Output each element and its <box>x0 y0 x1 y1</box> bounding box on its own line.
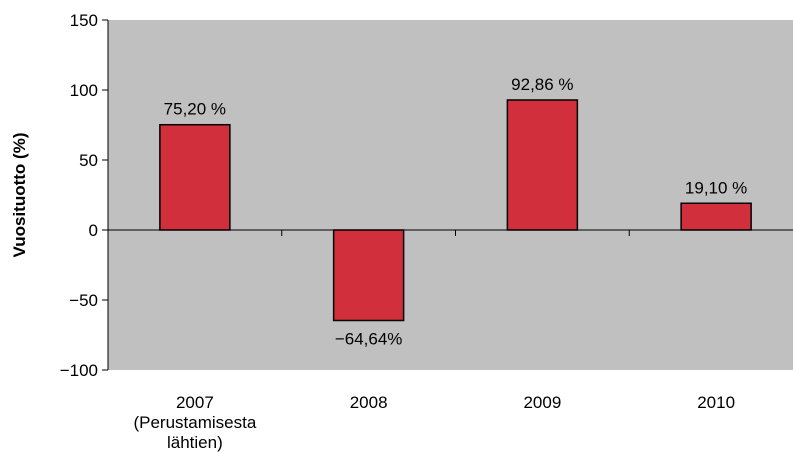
data-label: 92,86 % <box>511 75 573 94</box>
bar <box>680 202 752 231</box>
data-label: 19,10 % <box>685 178 747 197</box>
y-tick-label: 50 <box>79 151 98 170</box>
bar <box>159 123 231 231</box>
y-axis-title: Vuosituotto (%) <box>10 133 29 258</box>
x-tick-label: 2010 <box>697 393 735 412</box>
data-label: 75,20 % <box>164 100 226 119</box>
y-tick-label: 150 <box>70 11 98 30</box>
y-tick-label: 100 <box>70 81 98 100</box>
y-tick-label: −50 <box>69 291 98 310</box>
x-tick-label: 2008 <box>350 393 388 412</box>
y-tick-label: 0 <box>89 221 98 240</box>
bars <box>159 99 752 322</box>
bar <box>506 99 579 231</box>
y-axis-ticks: 150 100 50 0 −50 −100 <box>60 11 630 380</box>
bar <box>332 229 405 322</box>
x-tick-label: (Perustamisesta <box>133 413 256 432</box>
y-tick-label: −100 <box>60 361 98 380</box>
x-tick-label: 2009 <box>523 393 561 412</box>
data-label: −64,64% <box>335 329 403 348</box>
data-labels: 75,20 % −64,64% 92,86 % 19,10 % <box>164 75 748 349</box>
x-tick-label: 2007 <box>176 393 214 412</box>
x-tick-label: lähtien) <box>167 433 223 452</box>
